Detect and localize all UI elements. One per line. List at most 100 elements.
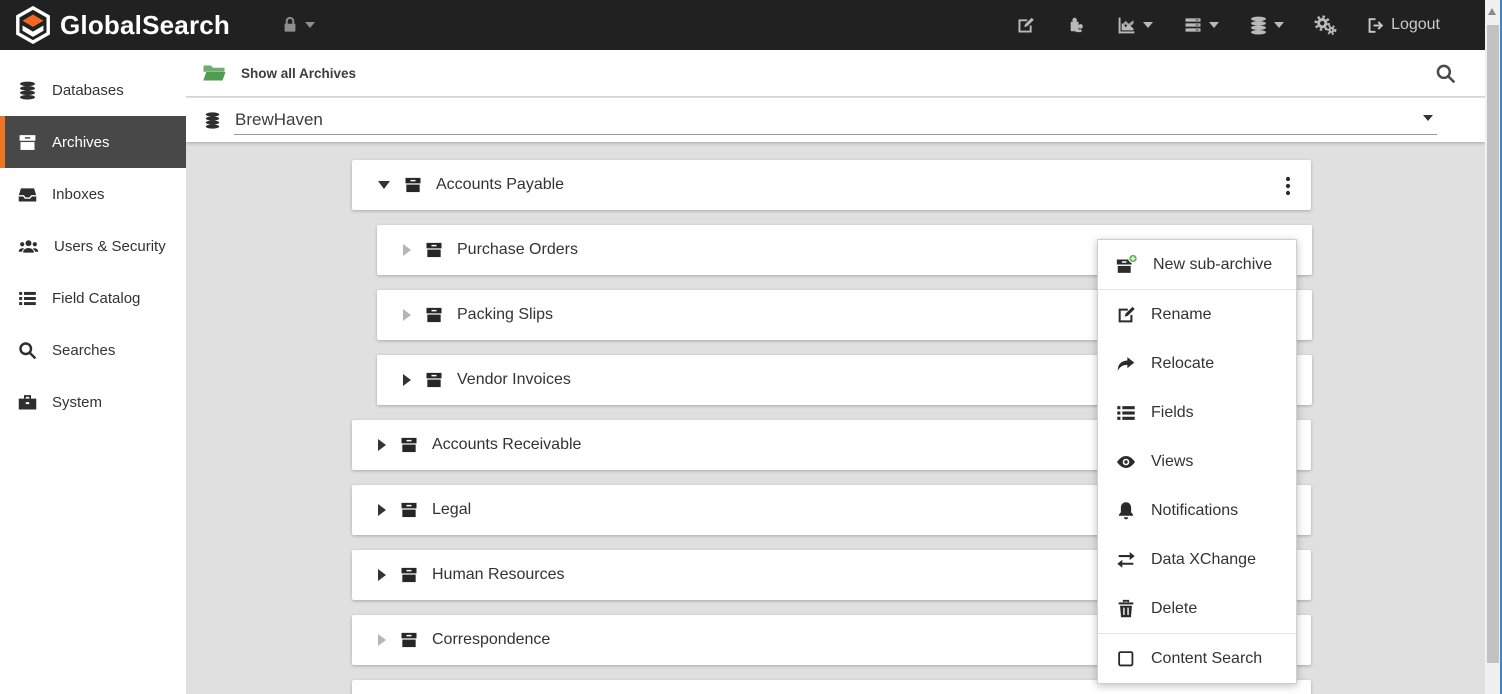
- archive-box-icon: [426, 242, 442, 258]
- logout-label: Logout: [1391, 16, 1440, 33]
- archives-toolbar: Show all Archives: [186, 50, 1485, 97]
- expand-caret-icon[interactable]: [403, 309, 411, 321]
- archive-box-icon: [426, 307, 442, 323]
- menu-item-label: New sub-archive: [1153, 255, 1273, 273]
- sidebar-item-label: Inboxes: [52, 185, 105, 203]
- sidebar-item-system[interactable]: System: [0, 376, 186, 428]
- sidebar-item-label: Field Catalog: [52, 289, 141, 307]
- sidebar-item-label: Searches: [52, 341, 116, 359]
- tree-row-accounts-payable[interactable]: Accounts Payable: [352, 160, 1311, 210]
- brand-title: GlobalSearch: [60, 9, 231, 40]
- settings-button[interactable]: [1313, 14, 1337, 36]
- archive-label: Purchase Orders: [457, 241, 578, 258]
- open-folder-icon: [203, 65, 226, 81]
- menu-separator: [1098, 289, 1296, 290]
- row-menu-kebab-icon[interactable]: [1277, 172, 1299, 200]
- lock-menu-button[interactable]: [280, 15, 316, 35]
- lock-icon: [280, 15, 300, 35]
- menu-item-delete[interactable]: Delete: [1098, 584, 1296, 633]
- trash-icon: [1118, 599, 1134, 617]
- menu-item-label: Data XChange: [1151, 550, 1256, 568]
- menu-item-label: Notifications: [1151, 501, 1239, 519]
- list-icon: [19, 291, 36, 305]
- search-icon: [19, 341, 37, 359]
- globalsearch-logo-icon: [14, 6, 52, 44]
- menu-item-label: Content Search: [1151, 649, 1263, 667]
- menu-item-new-sub-archive[interactable]: New sub-archive: [1098, 240, 1296, 289]
- queues-button[interactable]: [1182, 15, 1220, 35]
- sidebar-item-searches[interactable]: Searches: [0, 324, 186, 376]
- archive-label: Legal: [432, 501, 472, 518]
- expand-caret-icon[interactable]: [403, 374, 411, 386]
- database-selector-value: BrewHaven: [235, 110, 323, 129]
- scrollbar-up-arrow-icon[interactable]: [1488, 8, 1496, 15]
- menu-item-label: Rename: [1151, 305, 1212, 323]
- archive-box-icon: [401, 437, 417, 453]
- sidebar-item-label: Databases: [52, 81, 124, 99]
- archive-label: Human Resources: [432, 566, 565, 583]
- exchange-arrows-icon: [1117, 551, 1135, 568]
- sidebar-item-databases[interactable]: Databases: [0, 64, 186, 116]
- tree-row-partial[interactable]: [352, 680, 1311, 694]
- brand: GlobalSearch: [14, 6, 230, 44]
- collapse-caret-icon[interactable]: [378, 181, 390, 189]
- menu-item-views[interactable]: Views: [1098, 437, 1296, 486]
- menu-item-rename[interactable]: Rename: [1098, 290, 1296, 339]
- checkbox-icon: [1118, 650, 1134, 666]
- search-button[interactable]: [1434, 62, 1457, 85]
- caret-down-icon: [1274, 22, 1285, 28]
- vertical-scrollbar[interactable]: [1485, 0, 1500, 694]
- menu-item-fields[interactable]: Fields: [1098, 388, 1296, 437]
- relocate-arrow-icon: [1117, 356, 1135, 371]
- caret-down-icon: [305, 22, 316, 28]
- sidebar: Databases Archives Inboxes: [0, 50, 186, 694]
- scrollbar-thumb[interactable]: [1486, 25, 1499, 663]
- inbox-icon: [18, 187, 37, 201]
- bell-icon: [1118, 501, 1134, 519]
- caret-down-icon[interactable]: [1423, 115, 1433, 121]
- menu-separator: [1098, 633, 1296, 634]
- logout-button[interactable]: Logout: [1366, 16, 1440, 35]
- archive-box-icon: [401, 567, 417, 583]
- caret-down-icon: [1209, 22, 1220, 28]
- archive-box-icon: [401, 502, 417, 518]
- archive-label: Accounts Payable: [436, 176, 565, 193]
- puzzle-icon: [1070, 17, 1083, 32]
- sidebar-item-users-security[interactable]: Users & Security: [0, 220, 186, 272]
- archive-context-menu: New sub-archive Rename Relocate Fields: [1097, 239, 1297, 684]
- top-navigation-bar: GlobalSearch: [0, 0, 1502, 50]
- menu-item-content-search[interactable]: Content Search: [1098, 634, 1296, 683]
- expand-caret-icon[interactable]: [403, 244, 411, 256]
- archive-label: Packing Slips: [457, 306, 554, 323]
- database-icon: [20, 81, 35, 100]
- menu-item-label: Relocate: [1151, 354, 1215, 372]
- menu-item-label: Fields: [1151, 403, 1194, 421]
- databases-menu-button[interactable]: [1248, 15, 1285, 36]
- edit-button[interactable]: [1015, 15, 1036, 36]
- archive-box-icon: [405, 177, 421, 193]
- menu-item-data-xchange[interactable]: Data XChange: [1098, 535, 1296, 584]
- expand-caret-icon[interactable]: [378, 634, 386, 646]
- sidebar-item-inboxes[interactable]: Inboxes: [0, 168, 186, 220]
- expand-caret-icon[interactable]: [378, 504, 386, 516]
- archive-label: Vendor Invoices: [457, 371, 571, 388]
- caret-down-icon: [1143, 22, 1154, 28]
- sidebar-item-field-catalog[interactable]: Field Catalog: [0, 272, 186, 324]
- menu-item-notifications[interactable]: Notifications: [1098, 486, 1296, 535]
- expand-caret-icon[interactable]: [378, 569, 386, 581]
- gears-icon: [1314, 15, 1337, 36]
- database-selector[interactable]: BrewHaven: [186, 98, 1485, 142]
- search-icon: [1436, 64, 1456, 83]
- edit-icon: [1018, 17, 1034, 32]
- archive-box-icon: [401, 632, 417, 648]
- selector-underline: [234, 134, 1437, 135]
- sidebar-item-archives[interactable]: Archives: [0, 116, 186, 168]
- expand-caret-icon[interactable]: [378, 439, 386, 451]
- briefcase-icon: [18, 394, 37, 409]
- dashboards-button[interactable]: [1115, 15, 1154, 36]
- window-edge-highlight: [1500, 0, 1502, 694]
- archive-box-icon: [426, 372, 442, 388]
- extensions-button[interactable]: [1065, 15, 1086, 36]
- menu-item-relocate[interactable]: Relocate: [1098, 339, 1296, 388]
